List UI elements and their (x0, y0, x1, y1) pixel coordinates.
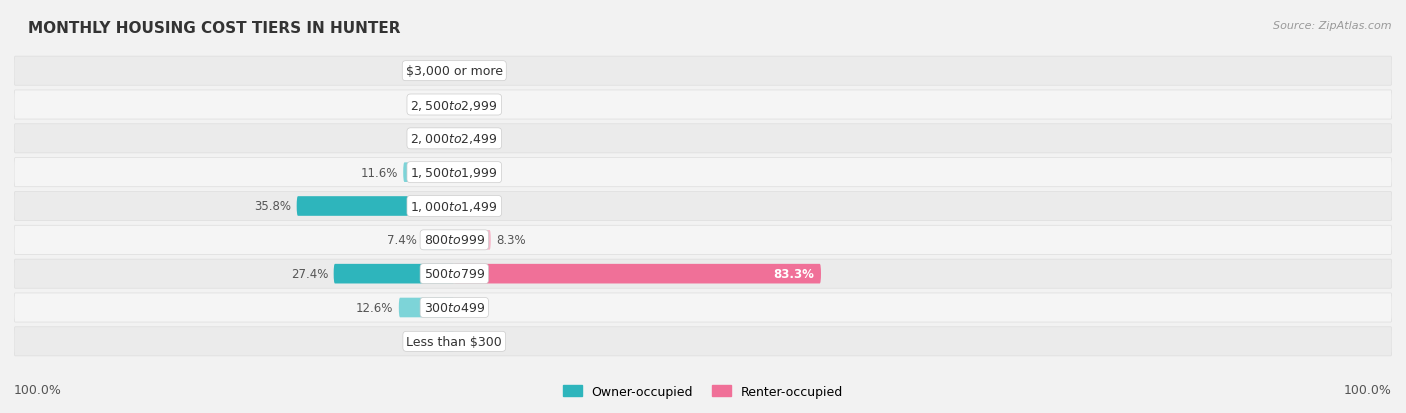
FancyBboxPatch shape (297, 197, 454, 216)
Text: $2,000 to $2,499: $2,000 to $2,499 (411, 132, 498, 146)
Text: 0.0%: 0.0% (460, 301, 489, 314)
FancyBboxPatch shape (422, 230, 454, 250)
Text: 35.8%: 35.8% (254, 200, 291, 213)
Text: 0.0%: 0.0% (460, 200, 489, 213)
Text: $800 to $999: $800 to $999 (423, 234, 485, 247)
FancyBboxPatch shape (14, 226, 1392, 255)
Text: 83.3%: 83.3% (773, 268, 814, 280)
Text: 7.4%: 7.4% (387, 234, 416, 247)
FancyBboxPatch shape (14, 91, 1392, 120)
Text: 27.4%: 27.4% (291, 268, 329, 280)
Text: $2,500 to $2,999: $2,500 to $2,999 (411, 98, 498, 112)
FancyBboxPatch shape (14, 192, 1392, 221)
Text: 0.0%: 0.0% (460, 133, 489, 145)
FancyBboxPatch shape (446, 129, 454, 149)
Text: 0.0%: 0.0% (460, 335, 489, 348)
Text: 100.0%: 100.0% (1344, 384, 1392, 396)
FancyBboxPatch shape (14, 293, 1392, 322)
FancyBboxPatch shape (333, 264, 454, 284)
Text: 8.3%: 8.3% (496, 234, 526, 247)
Text: 11.6%: 11.6% (360, 166, 398, 179)
Text: 12.6%: 12.6% (356, 301, 394, 314)
FancyBboxPatch shape (14, 259, 1392, 289)
Text: 0.0%: 0.0% (460, 99, 489, 112)
FancyBboxPatch shape (404, 163, 454, 183)
Text: $1,000 to $1,499: $1,000 to $1,499 (411, 199, 498, 214)
Text: Source: ZipAtlas.com: Source: ZipAtlas.com (1274, 21, 1392, 31)
FancyBboxPatch shape (446, 332, 454, 351)
Text: 0.0%: 0.0% (460, 166, 489, 179)
Text: 100.0%: 100.0% (14, 384, 62, 396)
Text: 2.1%: 2.1% (411, 335, 440, 348)
Text: 1.1%: 1.1% (415, 99, 444, 112)
FancyBboxPatch shape (14, 57, 1392, 86)
FancyBboxPatch shape (14, 327, 1392, 356)
Text: 0.0%: 0.0% (460, 65, 489, 78)
Text: 2.1%: 2.1% (411, 133, 440, 145)
Text: MONTHLY HOUSING COST TIERS IN HUNTER: MONTHLY HOUSING COST TIERS IN HUNTER (28, 21, 401, 36)
Text: $3,000 or more: $3,000 or more (406, 65, 503, 78)
FancyBboxPatch shape (14, 124, 1392, 154)
Legend: Owner-occupied, Renter-occupied: Owner-occupied, Renter-occupied (558, 380, 848, 403)
FancyBboxPatch shape (450, 95, 454, 115)
FancyBboxPatch shape (399, 298, 454, 318)
FancyBboxPatch shape (454, 264, 821, 284)
Text: $500 to $799: $500 to $799 (423, 268, 485, 280)
Text: $300 to $499: $300 to $499 (423, 301, 485, 314)
Text: 0.0%: 0.0% (419, 65, 449, 78)
FancyBboxPatch shape (14, 158, 1392, 187)
FancyBboxPatch shape (454, 230, 491, 250)
Text: $1,500 to $1,999: $1,500 to $1,999 (411, 166, 498, 180)
Text: Less than $300: Less than $300 (406, 335, 502, 348)
